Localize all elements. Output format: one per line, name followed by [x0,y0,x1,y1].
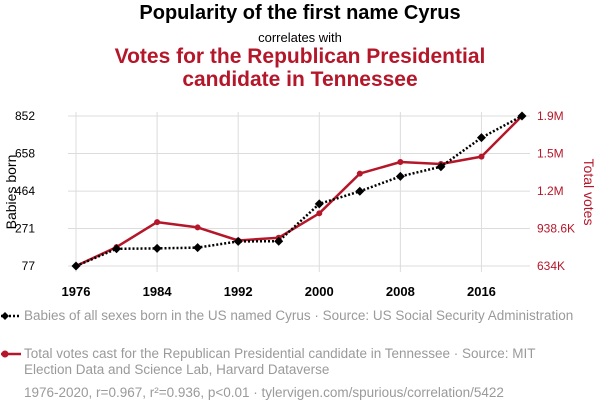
chart-title: Popularity of the first name Cyrus [139,2,461,24]
data-point-votes [478,153,485,160]
legend-marker-votes [1,350,21,358]
data-point-babies [517,111,527,121]
x-tick-label: 1976 [62,284,91,299]
y-tick-label-right: 1.2M [537,184,564,198]
data-point-votes [154,219,161,226]
data-point-votes [316,210,323,217]
y-axis-label-right: Total votes [581,159,597,226]
data-point-votes [356,170,363,177]
x-tick-label: 2000 [305,284,334,299]
axes: 77 271 464 658 852 634K 938.6K 1.2M 1.5M 1.9M 1976… [15,109,575,299]
chart-subtitle: Votes for the Republican Presidential ca… [0,45,600,91]
y-tick-label-right: 1.9M [537,109,564,123]
y-tick-label-left: 658 [15,147,35,161]
x-tick-label: 2008 [386,284,415,299]
data-point-votes [397,158,404,165]
data-point-votes [194,224,201,231]
y-tick-label-left: 271 [15,221,35,235]
data-point-babies [476,133,486,143]
y-tick-label-right: 938.6K [537,222,575,236]
data-point-babies [314,199,324,209]
y-tick-label-left: 852 [15,109,35,123]
chart-subtitle-line-1: Votes for the Republican Presidential [114,45,486,68]
data-point-babies [193,243,203,253]
y-tick-label-left: 464 [15,184,35,198]
series-babies [71,111,527,271]
y-axis-label-left: Babies born [3,155,19,230]
data-point-babies [436,162,446,172]
y-tick-label-right: 1.5M [537,147,564,161]
data-point-babies [71,261,81,271]
data-point-babies [233,236,243,246]
legend-marker-babies [1,312,21,320]
x-tick-label: 2016 [467,284,496,299]
chart-subtitle-line-2: candidate in Tennessee [182,68,418,91]
y-tick-label-left: 77 [22,259,36,273]
chart-connector-text: correlates with [258,30,342,45]
data-point-babies [355,186,365,196]
data-point-babies [274,236,284,246]
footer-stats: 1976-2020, r=0.967, r²=0.936, p<0.01 · t… [24,385,504,400]
legend-text-babies: Babies of all sexes born in the US named… [24,308,574,323]
x-tick-label: 1984 [143,284,173,299]
data-point-babies [395,171,405,181]
y-tick-label-right: 634K [537,259,565,273]
series-line-babies [75,114,523,268]
legend-text-votes: Total votes cast for the Republican Pres… [24,346,536,377]
data-point-babies [152,243,162,253]
data-point-babies [112,244,122,254]
x-tick-label: 1992 [224,284,253,299]
